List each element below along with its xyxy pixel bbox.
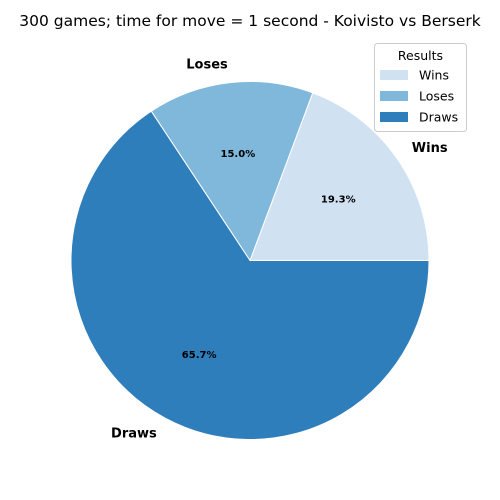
legend-entries: Wins Loses Draws <box>380 68 458 125</box>
pie-slice-draws <box>70 110 430 440</box>
pie-slice-loses <box>150 81 314 262</box>
slice-label-draws: Draws <box>111 426 157 441</box>
pie-slice-wins <box>249 92 430 261</box>
legend-swatch-draws <box>380 112 408 122</box>
legend-label-wins: Wins <box>419 68 449 83</box>
percent-label-draws: 65.7% <box>182 350 217 361</box>
percent-label-loses: 15.0% <box>221 149 256 160</box>
percent-labels: 19.3% 15.0% 65.7% <box>182 149 356 361</box>
chart-title: 300 games; time for move = 1 second - Ko… <box>19 12 480 30</box>
chart-legend: Results Wins Loses Draws <box>374 43 467 132</box>
legend-title: Results <box>398 48 443 63</box>
legend-swatch-wins <box>380 70 408 80</box>
slice-label-wins: Wins <box>412 141 448 156</box>
legend-swatch-loses <box>380 91 408 101</box>
percent-label-wins: 19.3% <box>321 194 356 205</box>
legend-label-loses: Loses <box>419 89 454 104</box>
legend-frame <box>374 43 467 132</box>
slice-labels: Wins Loses Draws <box>111 57 448 441</box>
slice-label-loses: Loses <box>186 57 228 72</box>
legend-label-draws: Draws <box>419 110 458 125</box>
pie-slices <box>70 81 430 440</box>
